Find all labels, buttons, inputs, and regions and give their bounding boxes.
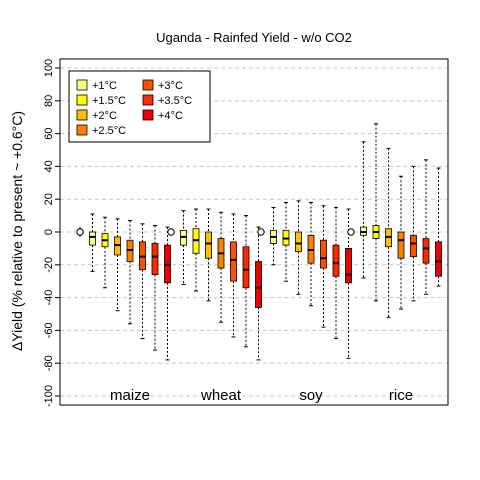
legend-label: +1°C [92,80,117,92]
legend-swatch [142,94,154,106]
box [397,231,405,259]
legend-swatch [76,109,88,121]
legend-swatch [76,94,88,106]
boxes-layer [76,123,442,361]
legend-swatch [76,79,88,91]
box [345,247,352,284]
box [89,231,96,246]
y-tick-label: -80 [43,355,55,371]
legend-label: +3°C [158,80,183,92]
box [295,231,302,253]
legend: +1°C +1.5°C +2°C +2.5°C +3°C +3.5°C +4°C [68,70,211,143]
box [422,238,430,264]
chart-title: Uganda - Rainfed Yield - w/o CO2 [156,30,352,45]
y-tick-label: 60 [43,127,55,139]
y-tick-label: 80 [43,95,55,107]
baseline-marker [257,228,265,236]
y-tick-label: -20 [43,257,55,273]
box [242,246,250,289]
box [230,241,237,282]
crop-label: wheat [200,387,242,404]
box [435,241,442,277]
y-tick-label: -100 [43,385,55,407]
legend-swatch [142,79,154,91]
box [410,234,417,257]
y-tick-label: -40 [43,290,55,306]
baseline-marker [347,228,355,236]
y-axis-label: ΔYield (% relative to present ~ +0.6°C) [9,111,25,351]
baseline-marker [167,228,175,236]
box [205,231,212,259]
y-axis: -100 -80 -60 -40 -20 0 20 40 60 80 100 [43,59,60,407]
box [332,244,340,277]
y-tick-label: 0 [43,229,55,235]
plot-frame [59,58,449,406]
crop-label: maize [110,387,150,404]
legend-label: +3.5°C [158,95,192,107]
box [151,243,159,276]
box [255,261,262,308]
crop-label: rice [389,387,413,404]
baseline-marker [76,228,84,236]
legend-label: +4°C [158,110,183,122]
legend-swatch [76,124,88,136]
crop-labels: maize wheat soy rice [110,387,413,404]
y-tick-label: -60 [43,322,55,338]
legend-label: +2°C [92,110,117,122]
legend-label: +2.5°C [92,125,126,137]
box [320,239,327,269]
legend-label: +1.5°C [92,95,126,107]
legend-swatch [142,109,154,121]
y-tick-label: 20 [43,193,55,205]
legend-box [68,70,211,143]
crop-label: soy [299,387,323,404]
y-tick-label: 100 [43,59,55,77]
y-tick-label: 40 [43,160,55,172]
